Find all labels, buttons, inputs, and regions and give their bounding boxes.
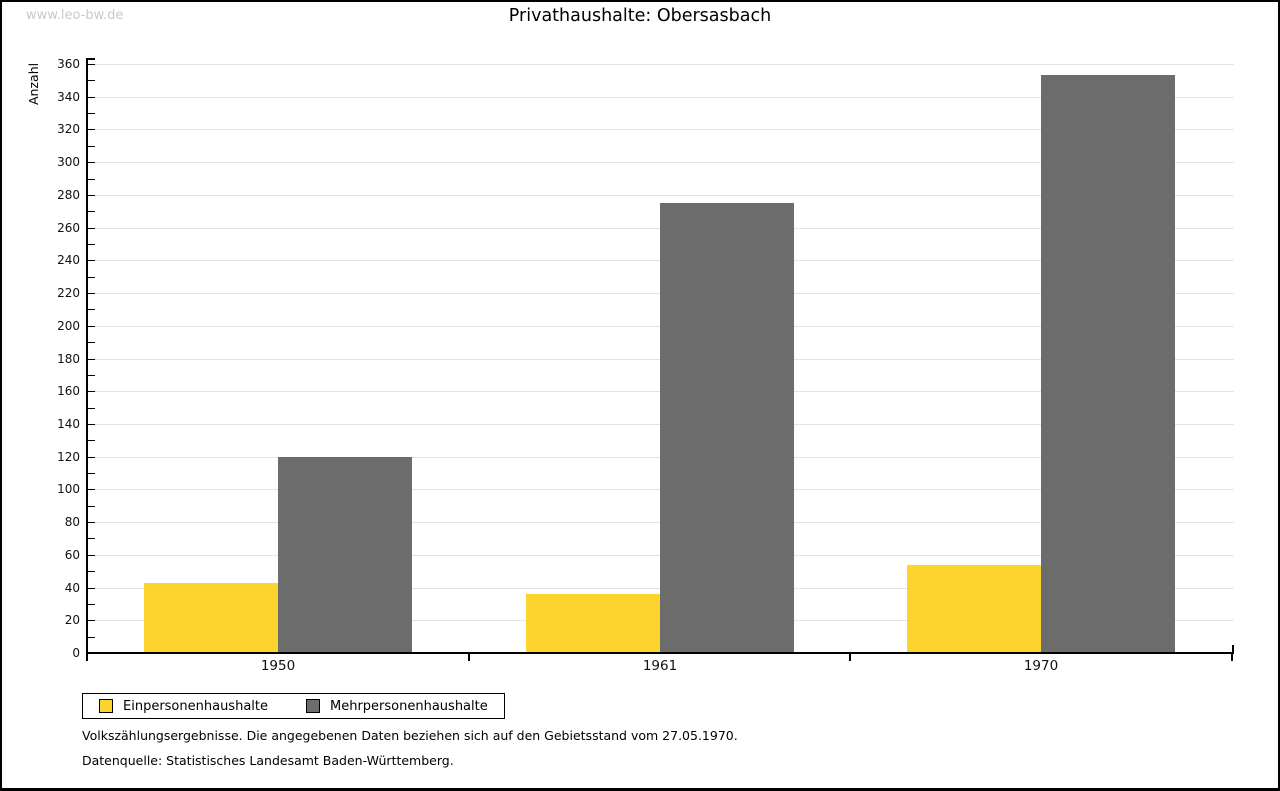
bar-einpersonenhaushalte-1950	[144, 583, 278, 652]
x-axis-category-label: 1950	[260, 658, 296, 674]
y-axis-tick-label: 40	[64, 581, 80, 595]
y-axis-tick	[88, 146, 95, 147]
y-axis-tick	[88, 391, 95, 392]
y-axis-end-cap	[86, 58, 95, 60]
legend-label: Mehrpersonenhaushalte	[330, 698, 488, 714]
y-axis-tick-label: 260	[57, 221, 80, 235]
y-axis-tick-label: 320	[57, 122, 80, 136]
y-axis-tick	[88, 359, 95, 360]
y-axis-tick-label: 80	[64, 515, 80, 529]
y-axis-tick	[88, 538, 95, 539]
y-axis-tick	[88, 457, 95, 458]
y-axis-tick	[88, 326, 95, 327]
y-axis-tick-label: 240	[57, 253, 80, 267]
x-axis-line	[86, 652, 1234, 654]
y-axis-tick	[88, 489, 95, 490]
grid-line	[87, 129, 1234, 130]
y-axis-tick	[88, 604, 95, 605]
y-axis-tick	[88, 293, 95, 294]
y-axis-tick-label: 280	[57, 188, 80, 202]
x-axis-tick	[86, 654, 88, 661]
y-axis-tick	[88, 522, 95, 523]
y-axis-tick	[88, 80, 95, 81]
y-axis-tick	[88, 309, 95, 310]
y-axis-tick	[88, 244, 95, 245]
y-axis-tick	[88, 424, 95, 425]
legend-swatch-gray	[306, 699, 320, 713]
y-axis-tick-label: 100	[57, 482, 80, 496]
y-axis-tick	[88, 228, 95, 229]
y-axis-tick	[88, 440, 95, 441]
y-axis-tick	[88, 211, 95, 212]
legend-swatch-yellow	[99, 699, 113, 713]
y-axis-line	[86, 58, 88, 654]
y-axis-tick	[88, 113, 95, 114]
y-axis-tick-label: 340	[57, 90, 80, 104]
watermark-leo-bw: www.leo-bw.de	[26, 8, 124, 23]
bar-mehrpersonenhaushalte-1950	[278, 457, 412, 652]
bar-einpersonenhaushalte-1961	[526, 594, 660, 652]
chart-title: Privathaushalte: Obersasbach	[508, 6, 772, 26]
legend-label: Einpersonenhaushalte	[123, 698, 268, 714]
y-axis-tick	[88, 620, 95, 621]
bar-mehrpersonenhaushalte-1970	[1041, 75, 1175, 652]
y-axis-tick-label: 200	[57, 319, 80, 333]
footnote-source-note: Volkszählungsergebnisse. Die angegebenen…	[82, 728, 738, 743]
legend-item-mehrpersonenhaushalte: Mehrpersonenhaushalte	[306, 699, 488, 714]
x-axis-category-label: 1970	[1023, 658, 1059, 674]
y-axis-tick-label: 160	[57, 384, 80, 398]
y-axis-tick	[88, 637, 95, 638]
chart-legend: Einpersonenhaushalte Mehrpersonenhaushal…	[82, 693, 505, 719]
y-axis-tick-label: 300	[57, 155, 80, 169]
y-axis-tick-label: 0	[72, 646, 80, 660]
y-axis-tick	[88, 342, 95, 343]
grid-line	[87, 64, 1234, 65]
y-axis-tick	[88, 64, 95, 65]
y-axis-tick	[88, 179, 95, 180]
y-axis-tick-label: 360	[57, 57, 80, 71]
y-axis-tick	[88, 129, 95, 130]
y-axis-tick	[88, 408, 95, 409]
x-axis-category-label: 1961	[642, 658, 678, 674]
x-axis-tick	[849, 654, 851, 661]
grid-line	[87, 97, 1234, 98]
legend-item-einpersonenhaushalte: Einpersonenhaushalte	[99, 699, 268, 714]
footnote-data-source: Datenquelle: Statistisches Landesamt Bad…	[82, 753, 454, 768]
y-axis-tick	[88, 588, 95, 589]
y-axis-tick	[88, 375, 95, 376]
grid-line	[87, 162, 1234, 163]
bar-mehrpersonenhaushalte-1961	[660, 203, 794, 652]
y-axis-tick-label: 120	[57, 450, 80, 464]
y-axis-tick-label: 220	[57, 286, 80, 300]
y-axis-tick	[88, 195, 95, 196]
y-axis-tick-label: 140	[57, 417, 80, 431]
x-axis-end-cap	[1232, 645, 1234, 654]
y-axis-tick-label: 60	[64, 548, 80, 562]
y-axis-tick	[88, 571, 95, 572]
y-axis-tick	[88, 506, 95, 507]
grid-line	[87, 195, 1234, 196]
y-axis-tick-label: 20	[64, 613, 80, 627]
y-axis-tick	[88, 162, 95, 163]
x-axis-tick	[1231, 654, 1233, 661]
y-axis-tick	[88, 260, 95, 261]
y-axis-tick	[88, 97, 95, 98]
y-axis-tick	[88, 555, 95, 556]
y-axis-tick-label: 180	[57, 352, 80, 366]
y-axis-tick	[88, 277, 95, 278]
bar-einpersonenhaushalte-1970	[907, 565, 1041, 652]
x-axis-tick	[468, 654, 470, 661]
y-axis-tick	[88, 473, 95, 474]
